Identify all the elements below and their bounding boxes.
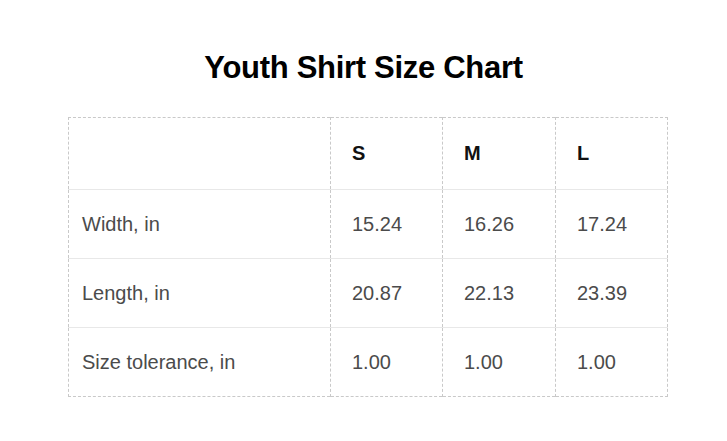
row-label: Length, in	[69, 259, 331, 328]
cell-width-s: 15.24	[331, 190, 443, 259]
cell-length-s: 20.87	[331, 259, 443, 328]
page-title: Youth Shirt Size Chart	[0, 50, 727, 86]
cell-tolerance-s: 1.00	[331, 328, 443, 397]
row-label: Width, in	[69, 190, 331, 259]
cell-width-l: 17.24	[556, 190, 668, 259]
column-header-l: L	[556, 118, 668, 190]
cell-width-m: 16.26	[443, 190, 556, 259]
cell-tolerance-l: 1.00	[556, 328, 668, 397]
column-header-m: M	[443, 118, 556, 190]
table-header-row: S M L	[69, 118, 668, 190]
column-header-blank	[69, 118, 331, 190]
row-label: Size tolerance, in	[69, 328, 331, 397]
table-row-size-tolerance: Size tolerance, in 1.00 1.00 1.00	[69, 328, 668, 397]
table-row-width: Width, in 15.24 16.26 17.24	[69, 190, 668, 259]
cell-length-m: 22.13	[443, 259, 556, 328]
column-header-s: S	[331, 118, 443, 190]
cell-tolerance-m: 1.00	[443, 328, 556, 397]
table-row-length: Length, in 20.87 22.13 23.39	[69, 259, 668, 328]
cell-length-l: 23.39	[556, 259, 668, 328]
size-chart-table: S M L Width, in 15.24 16.26 17.24 Length…	[68, 117, 668, 397]
